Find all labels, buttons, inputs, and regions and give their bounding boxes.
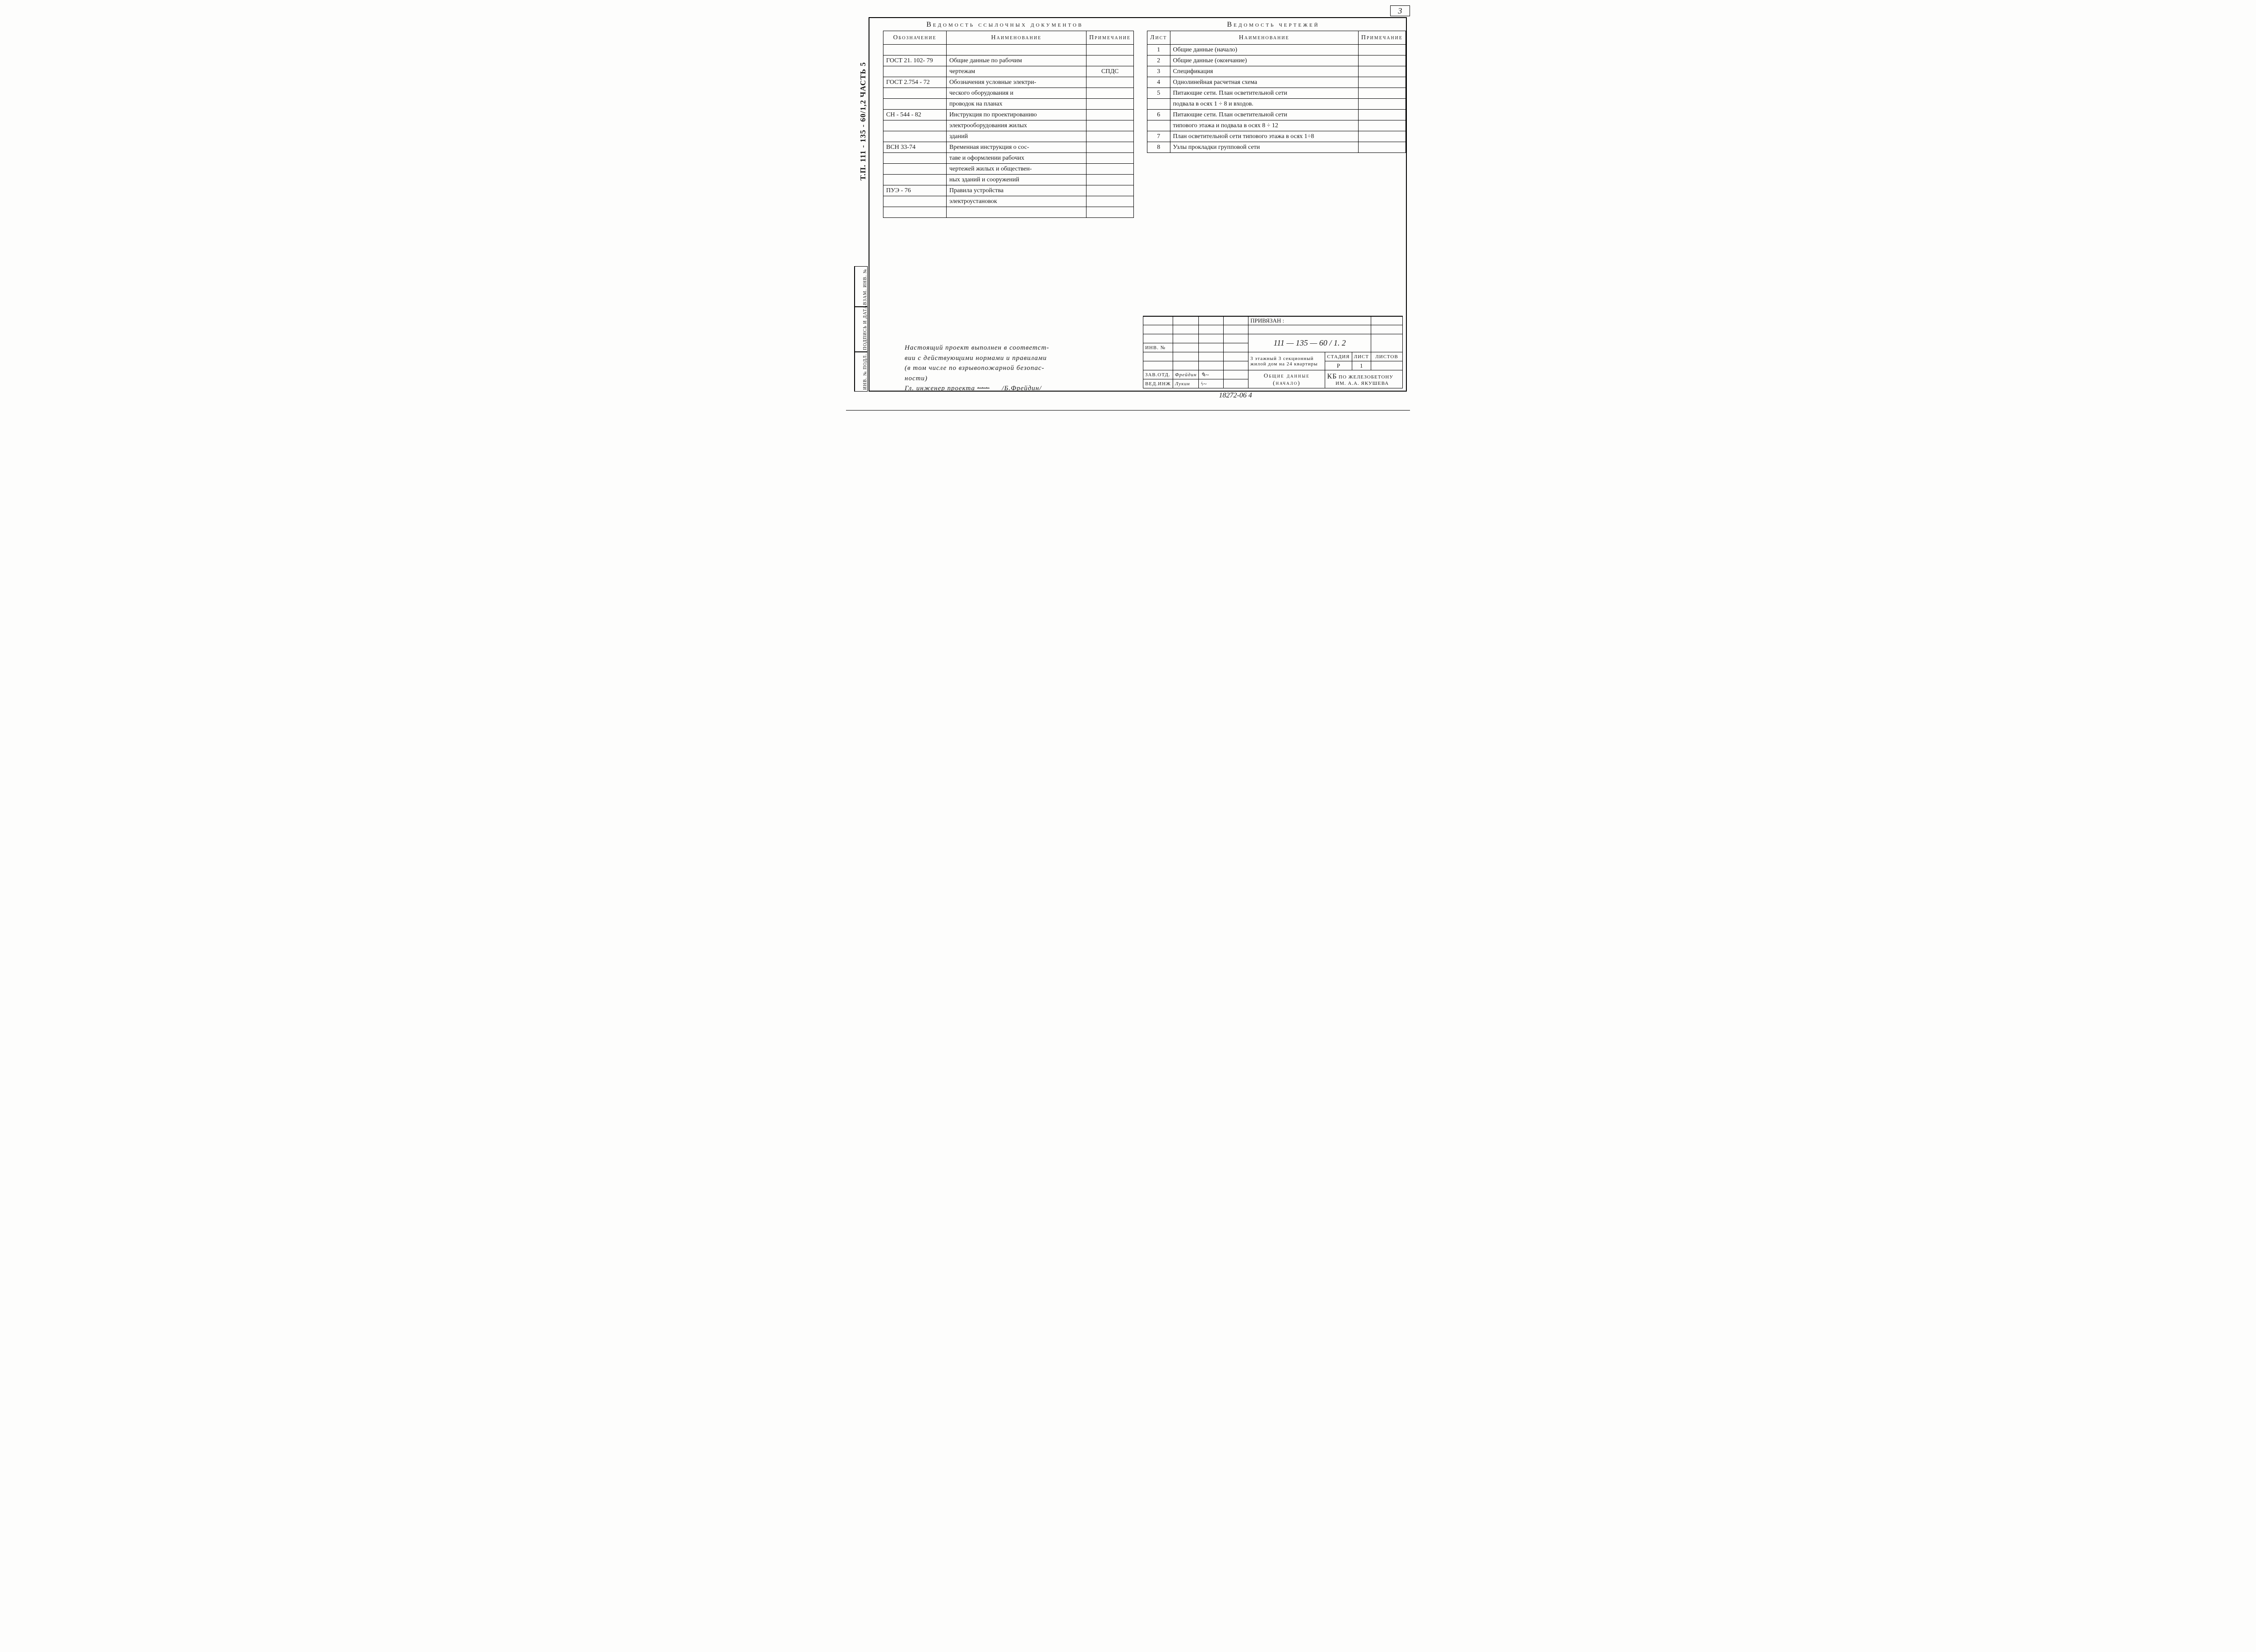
podpis-data-label: ПОДПИСЬ И ДАТА bbox=[863, 305, 868, 350]
inv-podl-label: ИНВ. № ПОДЛ. bbox=[863, 354, 868, 390]
doc-number: 111 — 135 — 60 / 1. 2 bbox=[1248, 334, 1371, 352]
table-row: СН - 544 - 82Инструкция по проектировани… bbox=[883, 110, 1134, 120]
table2-header: Лист bbox=[1147, 31, 1170, 45]
table-row: 6Питающие сети. План осветительной сети bbox=[1147, 110, 1406, 120]
table-row bbox=[883, 207, 1134, 218]
name-ved: Лукин bbox=[1173, 379, 1199, 388]
table1-title: Ведомость ссылочных документов bbox=[883, 21, 1127, 29]
organization: КБ ПО ЖЕЛЕЗОБЕТОНУ ИМ. А.А. ЯКУШЕВА bbox=[1325, 370, 1403, 388]
list-value: 1 bbox=[1352, 361, 1371, 370]
reference-docs-table: ОбозначениеНаименованиеПримечание ГОСТ 21… bbox=[883, 31, 1134, 218]
listov-header: ЛИСТОВ bbox=[1371, 352, 1403, 361]
inv-no-label: ИНВ. № bbox=[1143, 343, 1173, 352]
table-row: ПУЭ - 76Правила устройства bbox=[883, 185, 1134, 196]
sheet-title: Общие данные (начало) bbox=[1248, 370, 1325, 388]
table-row: 3Спецификация bbox=[1147, 66, 1406, 77]
table-row: 4Однолинейная расчетная схема bbox=[1147, 77, 1406, 88]
table-row: ГОСТ 21. 102- 79Общие данные по рабочим bbox=[883, 55, 1134, 66]
table-row: 8Узлы прокладки групповой сети bbox=[1147, 142, 1406, 153]
table1-header: Наименование bbox=[947, 31, 1086, 45]
vzam-inv-label: ВЗАМ. ИНВ. № bbox=[863, 269, 868, 305]
table2-header: Примечание bbox=[1358, 31, 1405, 45]
role-ved: ВЕД.ИНЖ bbox=[1143, 379, 1173, 388]
footer-number: 18272-06 4 bbox=[1219, 392, 1252, 400]
table2-title: Ведомость чертежей bbox=[1147, 21, 1400, 29]
table-row: зданий bbox=[883, 131, 1134, 142]
table-row bbox=[883, 45, 1134, 55]
compliance-note: Настоящий проект выполнен в соответст-ви… bbox=[905, 343, 1074, 394]
drawings-list-table: ЛистНаименованиеПримечание1Общие данные … bbox=[1147, 31, 1406, 153]
project-title: 3 этажный 3 секционный жилой дом на 24 к… bbox=[1248, 352, 1325, 370]
page-number: 3 bbox=[1390, 5, 1410, 16]
name-zav: Фрейдин bbox=[1173, 370, 1199, 379]
privyazan-label: ПРИВЯЗАН : bbox=[1248, 316, 1371, 325]
listov-value bbox=[1371, 361, 1403, 370]
table1-header: Обозначение bbox=[883, 31, 947, 45]
table-row: проводок на планах bbox=[883, 99, 1134, 110]
outer-frame: Ведомость ссылочных документов Обозначен… bbox=[869, 17, 1407, 392]
table2-header: Наименование bbox=[1170, 31, 1358, 45]
title-block: ПРИВЯЗАН : 111 — 135 — 60 / 1. 2 ИНВ. № … bbox=[1143, 316, 1403, 389]
table-row: ческого оборудования и bbox=[883, 88, 1134, 99]
sig-ved: ϟ~ bbox=[1199, 379, 1224, 388]
page-bottom-rule bbox=[846, 410, 1410, 411]
table-row: ВСН 33-74Временная инструкция о сос- bbox=[883, 142, 1134, 153]
project-code-vertical: Т.П. 111 - 135 - 60/1,2 ЧАСТЬ 5 bbox=[859, 62, 868, 180]
stadia-header: СТАДИЯ bbox=[1325, 352, 1352, 361]
table-row: электроустановок bbox=[883, 196, 1134, 207]
drawing-sheet: 3 Т.П. 111 - 135 - 60/1,2 ЧАСТЬ 5 ВЗАМ. … bbox=[841, 0, 1415, 413]
table1-header: Примечание bbox=[1086, 31, 1134, 45]
sig-zav: ✎~ bbox=[1199, 370, 1224, 379]
table-row: ных зданий и сооружений bbox=[883, 175, 1134, 185]
role-zav: ЗАВ.ОТД. bbox=[1143, 370, 1173, 379]
table-row: 5Питающие сети. План осветительной сети bbox=[1147, 88, 1406, 99]
table-row: 1Общие данные (начало) bbox=[1147, 45, 1406, 55]
list-header: ЛИСТ bbox=[1352, 352, 1371, 361]
table-row: чертежей жилых и обществен- bbox=[883, 164, 1134, 175]
table-row: ГОСТ 2.754 - 72Обозначения условные элек… bbox=[883, 77, 1134, 88]
table-row: подвала в осях 1 ÷ 8 и входов. bbox=[1147, 99, 1406, 110]
table-row: чертежамСПДС bbox=[883, 66, 1134, 77]
table-row: 7План осветительной сети типового этажа … bbox=[1147, 131, 1406, 142]
table-row: электрооборудования жилых bbox=[883, 120, 1134, 131]
table-row: типового этажа и подвала в осях 8 ÷ 12 bbox=[1147, 120, 1406, 131]
table-row: 2Общие данные (окончание) bbox=[1147, 55, 1406, 66]
table-row: таве и оформлении рабочих bbox=[883, 153, 1134, 164]
stadia-value: Р bbox=[1325, 361, 1352, 370]
